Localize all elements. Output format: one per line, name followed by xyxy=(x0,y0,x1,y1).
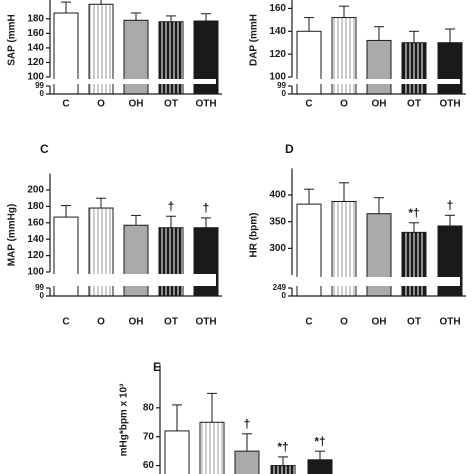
x-tick-label: C xyxy=(305,99,312,110)
y-tick-label: 99 xyxy=(35,81,44,90)
y-axis-label: SAP (mmH xyxy=(7,14,18,66)
x-tick-label: OT xyxy=(164,317,178,328)
y-tick-label: 180 xyxy=(27,201,44,212)
x-tick-label: OH xyxy=(129,317,144,328)
y-tick-label: 80 xyxy=(143,402,155,413)
y-tick-label: 60 xyxy=(143,460,155,471)
y-tick-label: 120 xyxy=(27,57,44,68)
annotation: *† xyxy=(277,440,288,454)
y-tick-label: 100 xyxy=(27,267,44,278)
y-axis-label: MAP (mmHg) xyxy=(7,204,18,267)
y-tick-label: 300 xyxy=(269,243,286,254)
y-tick-label: 99 xyxy=(35,283,44,292)
y-tick-label: 180 xyxy=(27,13,44,24)
x-tick-label: O xyxy=(340,317,348,328)
y-tick-label: 99 xyxy=(277,81,286,90)
y-axis-label: DAP (mmH xyxy=(249,14,260,66)
x-tick-label: O xyxy=(97,317,105,328)
panel-letter: C xyxy=(40,142,49,156)
x-tick-label: C xyxy=(62,99,69,110)
annotation: † xyxy=(244,417,251,431)
x-tick-label: OH xyxy=(129,99,144,110)
x-tick-label: C xyxy=(305,317,312,328)
y-tick-label: 100 xyxy=(269,72,286,83)
x-tick-label: OT xyxy=(407,317,421,328)
y-tick-label: 70 xyxy=(143,431,155,442)
y-tick-label: 350 xyxy=(269,216,286,227)
y-tick-label: 160 xyxy=(269,3,286,14)
annotation: † xyxy=(203,201,210,215)
axis-break xyxy=(44,274,216,286)
y-tick-label: 140 xyxy=(269,26,286,37)
y-tick-label: 140 xyxy=(27,234,44,245)
x-tick-label: OTH xyxy=(439,99,460,110)
panel-letter: D xyxy=(285,142,294,156)
x-tick-label: OH xyxy=(372,317,387,328)
bar xyxy=(401,231,427,297)
bar xyxy=(164,430,190,474)
bar xyxy=(270,465,296,474)
y-tick-label: 0 xyxy=(40,291,45,300)
x-tick-label: OH xyxy=(372,99,387,110)
x-tick-label: O xyxy=(340,99,348,110)
x-tick-label: C xyxy=(62,317,69,328)
y-tick-label: 100 xyxy=(27,72,44,83)
y-tick-label: 140 xyxy=(27,43,44,54)
x-tick-label: O xyxy=(97,99,105,110)
annotation: *† xyxy=(314,434,325,448)
y-tick-label: 0 xyxy=(282,89,287,98)
panel-letter: E xyxy=(153,360,161,374)
bar xyxy=(199,421,225,474)
x-tick-label: OTH xyxy=(195,99,216,110)
bar xyxy=(307,459,333,474)
y-tick-label: 120 xyxy=(27,250,44,261)
y-axis-label: HR (bpm) xyxy=(249,213,260,258)
y-tick-label: 160 xyxy=(27,28,44,39)
bar xyxy=(366,39,392,95)
y-tick-label: 160 xyxy=(27,217,44,228)
bar xyxy=(437,42,463,95)
bar xyxy=(296,30,322,95)
y-tick-label: 400 xyxy=(269,190,286,201)
y-axis-label: mHg*bpm x 10³ xyxy=(119,383,130,456)
y-tick-label: 200 xyxy=(27,185,44,196)
x-tick-label: OTH xyxy=(439,317,460,328)
annotation: † xyxy=(168,199,175,213)
axis-break xyxy=(286,277,460,286)
bar xyxy=(401,42,427,95)
y-tick-label: 0 xyxy=(40,89,45,98)
y-tick-label: 120 xyxy=(269,49,286,60)
annotation: *† xyxy=(408,206,419,220)
x-tick-label: OT xyxy=(407,99,421,110)
annotation: † xyxy=(447,198,454,212)
y-tick-label: 0 xyxy=(282,291,287,300)
x-tick-label: OT xyxy=(164,99,178,110)
y-tick-label: 249 xyxy=(273,283,287,292)
axis-break xyxy=(44,79,216,84)
axis-break xyxy=(286,79,460,84)
x-tick-label: OTH xyxy=(195,317,216,328)
bar xyxy=(234,450,260,474)
